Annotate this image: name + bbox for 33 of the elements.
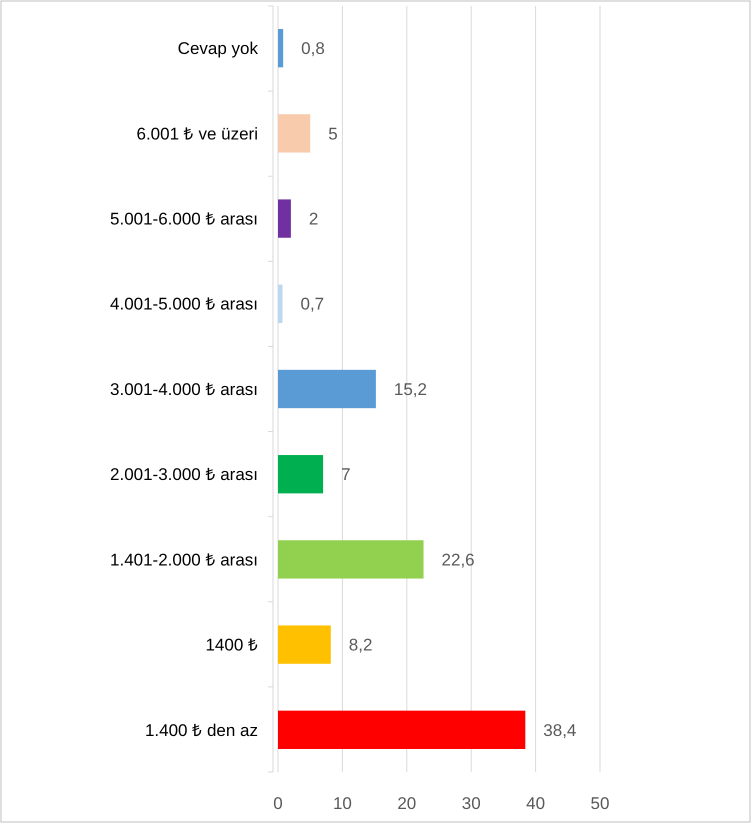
x-tick-label: 20 — [397, 794, 416, 813]
data-label: 22,6 — [442, 550, 475, 570]
bar — [278, 540, 424, 579]
data-label: 2 — [308, 210, 318, 229]
data-label: 0,8 — [301, 39, 325, 58]
bar — [278, 199, 291, 238]
bar — [278, 370, 376, 408]
x-tick-label: 0 — [273, 794, 283, 813]
y-tick-label: 3.001-4.000 ₺ arası — [110, 380, 258, 399]
y-tick-label: 6.001 ₺ ve üzeri — [136, 124, 258, 144]
y-tick-label: 2.001-3.000 ₺ arası — [110, 465, 258, 484]
data-label: 5 — [328, 124, 338, 144]
y-tick-label: 1.401-2.000 ₺ arası — [110, 550, 258, 570]
bar — [278, 455, 324, 494]
bar — [278, 625, 331, 664]
data-label: 38,4 — [543, 720, 576, 740]
data-label: 0,7 — [300, 294, 324, 314]
data-label: 8,2 — [348, 636, 372, 655]
y-tick-label: 5.001-6.000 ₺ arası — [110, 210, 258, 229]
y-tick-label: 4.001-5.000 ₺ arası — [110, 294, 258, 314]
bar — [278, 114, 310, 153]
y-tick-label: Cevap yok — [178, 39, 258, 58]
y-tick-label: 1400 ₺ — [205, 636, 258, 655]
bar — [278, 284, 283, 323]
data-label: 15,2 — [394, 380, 427, 399]
x-tick-label: 10 — [332, 794, 352, 813]
bar — [278, 29, 284, 68]
data-label: 7 — [341, 465, 351, 484]
y-tick-label: 1.400 ₺ den az — [144, 720, 258, 740]
x-tick-label: 50 — [590, 794, 610, 813]
x-tick-label: 30 — [462, 794, 481, 813]
bar — [278, 710, 526, 749]
x-tick-label: 40 — [526, 794, 546, 813]
